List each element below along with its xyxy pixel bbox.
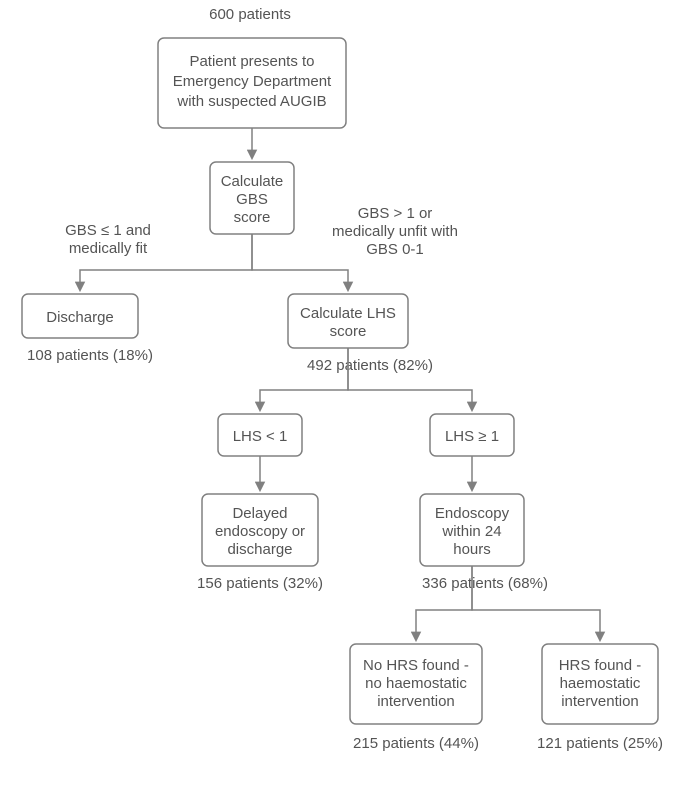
edge-right-l2: medically unfit with: [332, 223, 458, 240]
top-caption: 600 patients: [209, 6, 291, 23]
nohrs-l3: intervention: [377, 693, 455, 710]
edge-left-l1: GBS ≤ 1 and: [65, 222, 151, 239]
hrs-l2: haemostatic: [560, 675, 641, 692]
edge-gbs-lhs: [252, 234, 348, 290]
discharge-caption: 108 patients (18%): [27, 347, 153, 364]
endo24-l2: within 24: [441, 523, 501, 540]
lhs-calc-l1: Calculate LHS: [300, 305, 396, 322]
endo24-l1: Endoscopy: [435, 505, 510, 522]
edge-right-l1: GBS > 1 or: [358, 205, 433, 222]
hrs-caption: 121 patients (25%): [537, 735, 663, 752]
hrs-l3: intervention: [561, 693, 639, 710]
edge-left-l2: medically fit: [69, 240, 148, 257]
present-l2: Emergency Department: [173, 73, 332, 90]
nohrs-l1: No HRS found -: [363, 657, 469, 674]
lhs-lt1-label: LHS < 1: [233, 428, 288, 445]
delayed-l3: discharge: [227, 541, 292, 558]
present-l3: with suspected AUGIB: [176, 93, 326, 110]
hrs-l1: HRS found -: [559, 657, 642, 674]
delayed-l1: Delayed: [232, 505, 287, 522]
endo24-l3: hours: [453, 541, 491, 558]
delayed-caption: 156 patients (32%): [197, 575, 323, 592]
delayed-l2: endoscopy or: [215, 523, 305, 540]
endo24-caption: 336 patients (68%): [422, 575, 548, 592]
lhs-calc-l2: score: [330, 323, 367, 340]
discharge-label: Discharge: [46, 309, 114, 326]
gbs-l2: GBS: [236, 191, 268, 208]
edge-right-l3: GBS 0-1: [366, 241, 424, 258]
lhs-calc-caption: 492 patients (82%): [307, 357, 433, 374]
present-l1: Patient presents to: [189, 53, 314, 70]
gbs-l1: Calculate: [221, 173, 284, 190]
nohrs-l2: no haemostatic: [365, 675, 467, 692]
flowchart-svg: 600 patients Patient presents to Emergen…: [0, 0, 696, 801]
gbs-l3: score: [234, 209, 271, 226]
nohrs-caption: 215 patients (44%): [353, 735, 479, 752]
lhs-ge1-label: LHS ≥ 1: [445, 428, 499, 445]
